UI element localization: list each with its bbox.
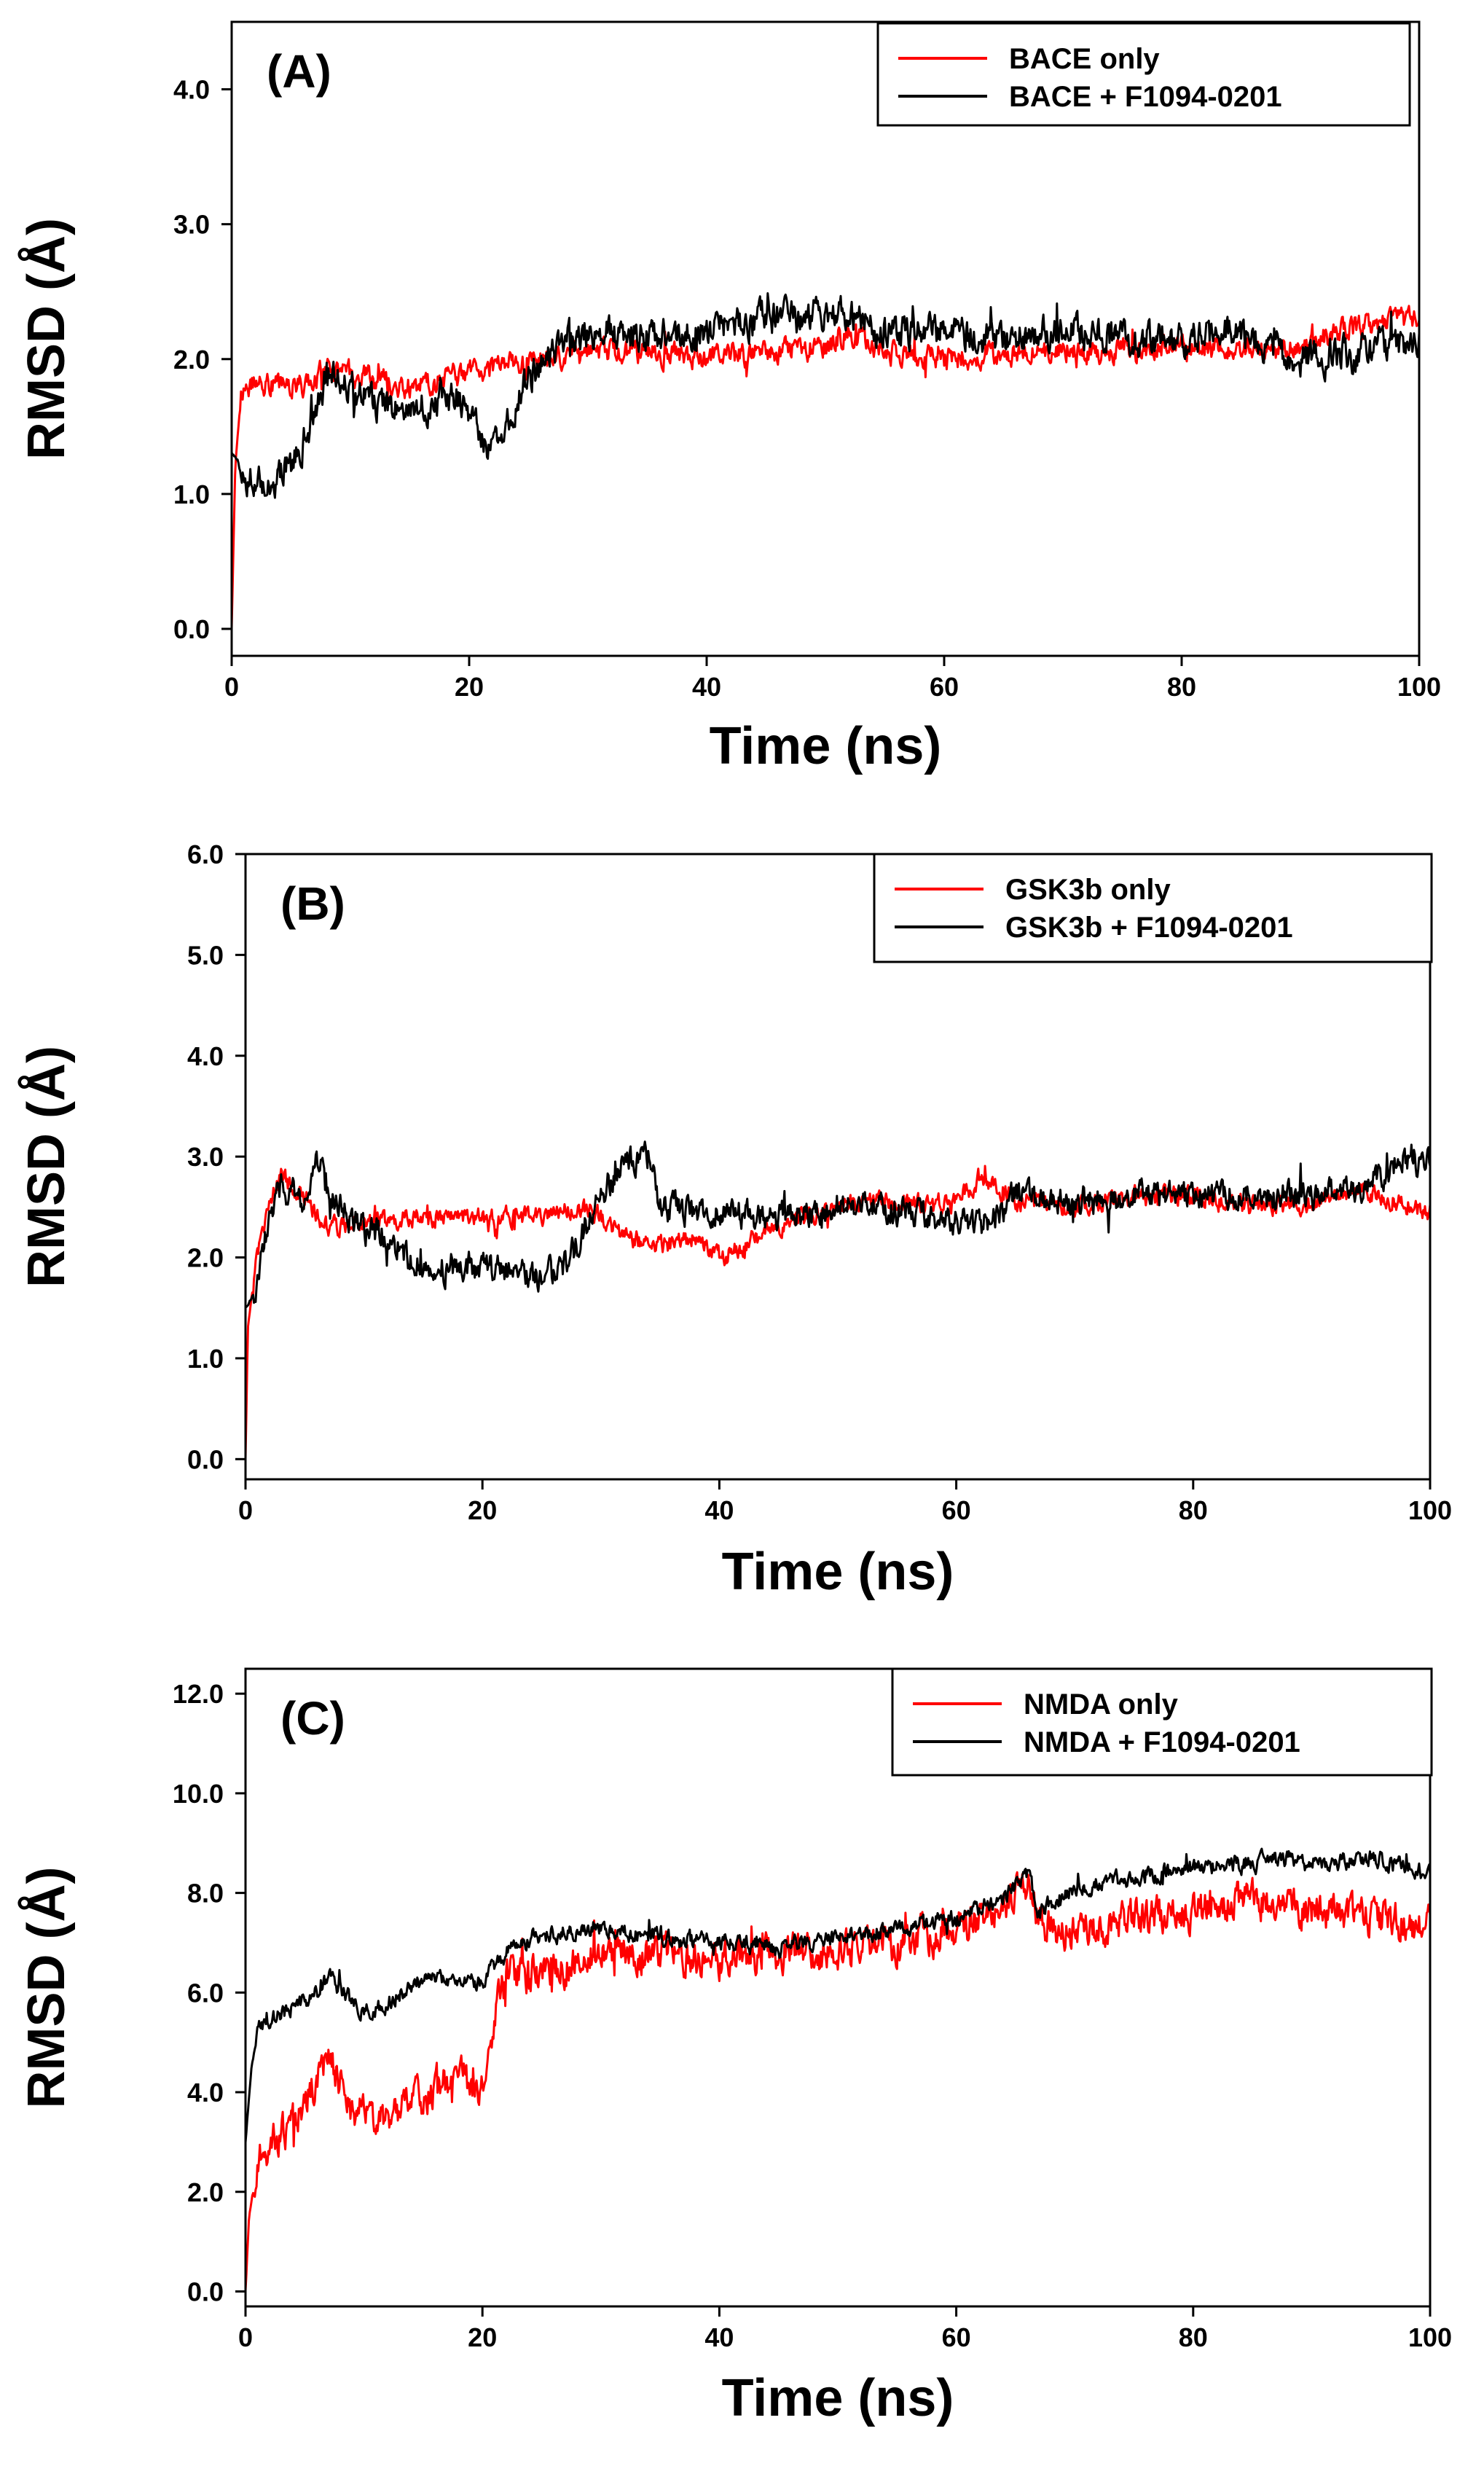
x-tick-label: 40 (692, 672, 721, 702)
panel-label: (A) (267, 45, 331, 98)
y-tick-label: 2.0 (187, 1243, 224, 1273)
y-tick-label: 0.0 (187, 1444, 224, 1474)
panel-1: 0 20 40 60 80 100 0.0 1.0 2.0 3.0 4.0 5.0 6.0 Time (n… (17, 839, 1452, 1601)
y-tick-label: 8.0 (187, 1879, 224, 1909)
y-axis-title: RMSD (Å) (17, 218, 76, 460)
x-tick-label: 60 (942, 2322, 971, 2352)
y-axis-title: RMSD (Å) (17, 1867, 76, 2109)
x-tick-label: 100 (1408, 2322, 1452, 2352)
legend-label: GSK3b only (1005, 874, 1171, 906)
legend: GSK3b only GSK3b + F1094-0201 (873, 853, 1433, 963)
panel-0: 0 20 40 60 80 100 0.0 1.0 2.0 3.0 4.0 Time (ns) RMSD… (17, 20, 1441, 775)
x-tick-label: 100 (1397, 672, 1441, 702)
x-tick-label: 60 (942, 1495, 971, 1525)
x-tick-label: 40 (704, 1495, 734, 1525)
legend-label: BACE + F1094-0201 (1009, 81, 1282, 113)
plot-frame (244, 853, 1432, 1481)
series-line-complex (232, 292, 1419, 499)
x-axis-title: Time (ns) (722, 2369, 954, 2427)
y-tick-label: 0.0 (187, 2277, 224, 2306)
x-axis-title: Time (ns) (710, 717, 942, 775)
x-tick-label: 40 (704, 2322, 734, 2352)
y-tick-label: 3.0 (187, 1142, 224, 1172)
y-tick-label: 4.0 (173, 75, 210, 105)
x-tick-label: 80 (1167, 672, 1196, 702)
x-tick-label: 20 (468, 1495, 497, 1525)
legend: BACE only BACE + F1094-0201 (876, 22, 1411, 127)
y-tick-label: 10.0 (173, 1779, 224, 1809)
y-tick-label: 3.0 (173, 210, 210, 240)
x-tick-label: 80 (1179, 2322, 1208, 2352)
panel-label: (C) (280, 1692, 345, 1745)
y-tick-label: 2.0 (187, 2177, 224, 2207)
series-line-complex (246, 1140, 1430, 1309)
x-axis-title: Time (ns) (722, 1543, 954, 1601)
legend-label: NMDA only (1024, 1688, 1179, 1721)
y-tick-label: 6.0 (187, 1978, 224, 2008)
x-tick-label: 0 (238, 1495, 253, 1525)
panel-2: 0 20 40 60 80 100 0.0 2.0 4.0 6.0 8.0 10.0 12.0 Time … (17, 1667, 1452, 2427)
y-tick-label: 12.0 (173, 1679, 224, 1709)
y-tick-label: 1.0 (173, 479, 210, 509)
legend-label: BACE only (1009, 43, 1160, 75)
y-axis-title: RMSD (Å) (17, 1046, 76, 1288)
x-tick-label: 60 (930, 672, 959, 702)
x-tick-label: 20 (468, 2322, 497, 2352)
plot-frame (244, 1667, 1432, 2308)
series-line-complex (246, 1847, 1430, 2143)
x-tick-label: 0 (238, 2322, 253, 2352)
legend-box (876, 22, 1411, 127)
y-tick-label: 4.0 (187, 2078, 224, 2107)
y-tick-label: 0.0 (173, 614, 210, 644)
series-line-only (232, 305, 1419, 629)
y-tick-label: 1.0 (187, 1344, 224, 1374)
legend-box (873, 853, 1433, 963)
legend-label: NMDA + F1094-0201 (1024, 1726, 1300, 1758)
legend-label: GSK3b + F1094-0201 (1005, 912, 1293, 944)
y-tick-label: 6.0 (187, 839, 224, 869)
x-tick-label: 0 (224, 672, 239, 702)
y-tick-label: 2.0 (173, 345, 210, 375)
x-tick-label: 100 (1408, 1495, 1452, 1525)
legend-box (891, 1667, 1433, 1777)
x-tick-label: 20 (455, 672, 484, 702)
x-tick-label: 80 (1179, 1495, 1208, 1525)
y-tick-label: 4.0 (187, 1041, 224, 1071)
plot-frame (230, 20, 1421, 657)
panel-label: (B) (280, 877, 345, 930)
series-line-only (246, 1871, 1430, 2291)
legend: NMDA only NMDA + F1094-0201 (891, 1667, 1433, 1777)
y-tick-label: 5.0 (187, 940, 224, 970)
